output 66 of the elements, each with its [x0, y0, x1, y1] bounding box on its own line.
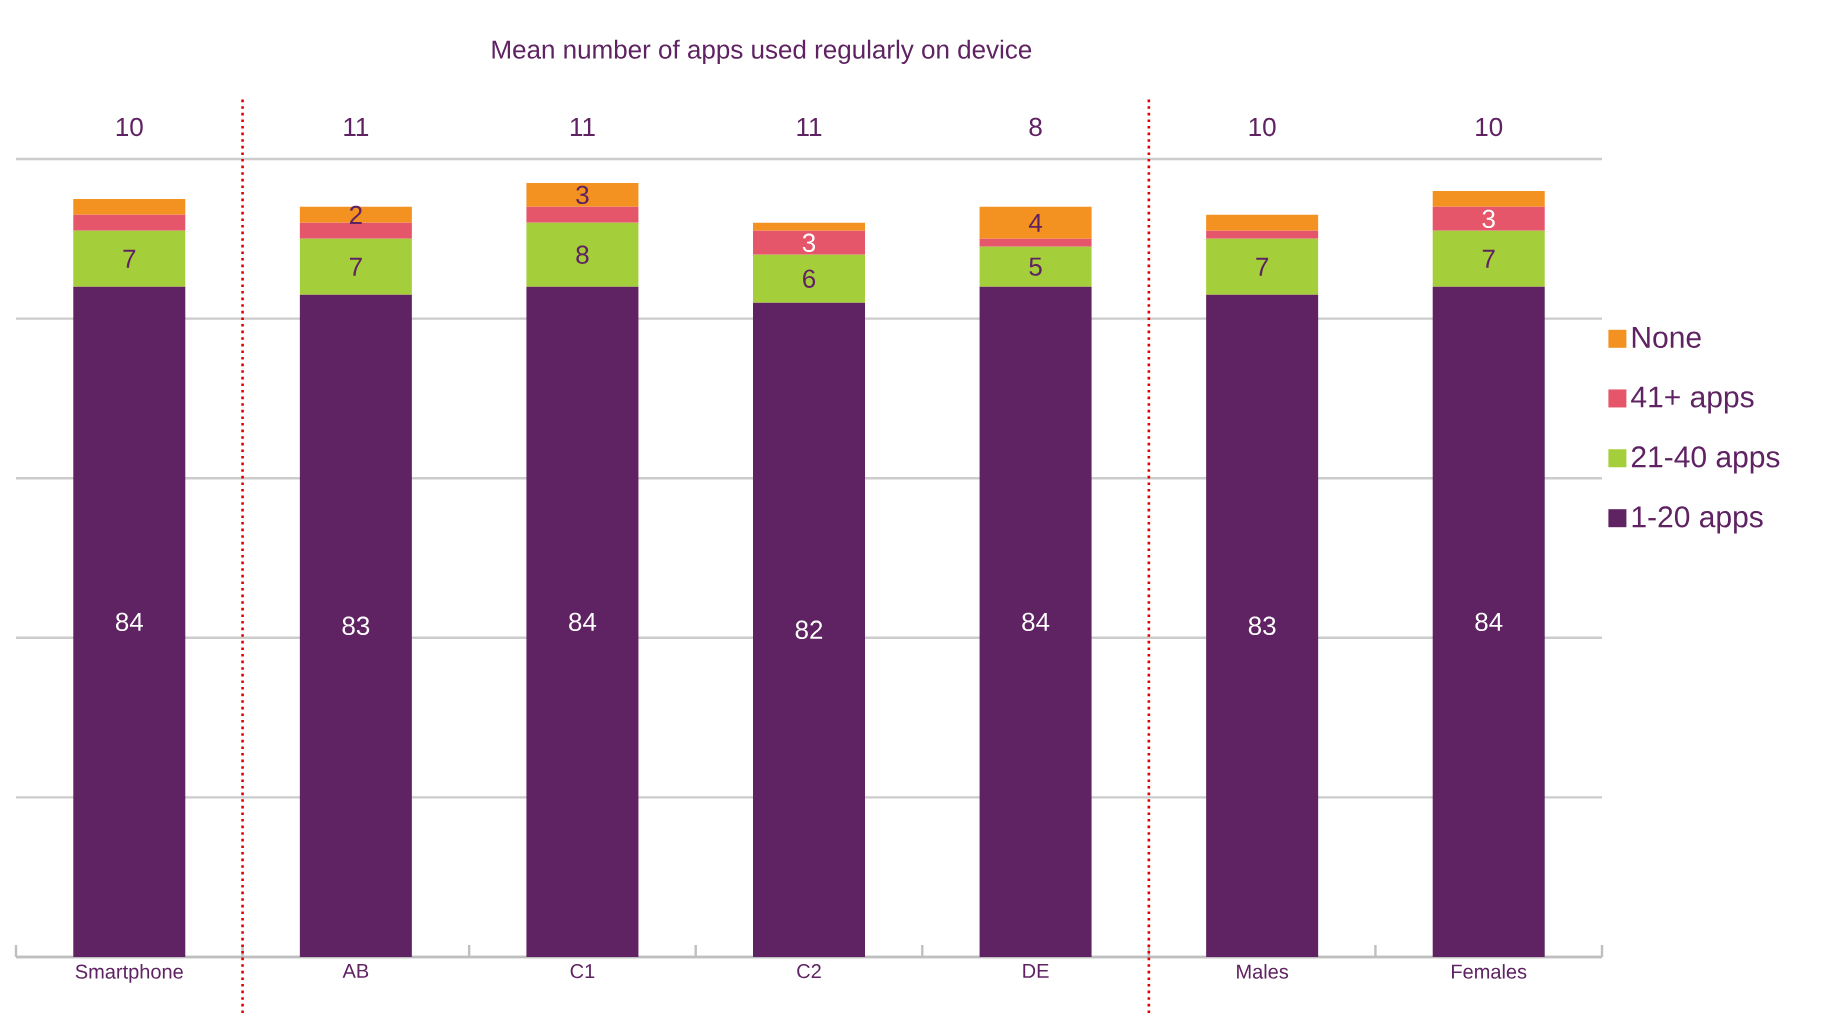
- text: 10: [116, 117, 143, 137]
- data-label: 84: [569, 612, 597, 632]
- data-label: 7: [1482, 249, 1495, 268]
- data-label: 3: [802, 233, 816, 252]
- text: 11: [797, 118, 822, 136]
- text: 10: [1249, 117, 1276, 137]
- data-label: 2: [349, 205, 362, 224]
- data-label: 3: [576, 185, 589, 205]
- text: 10: [1476, 117, 1503, 137]
- text: 8: [1029, 117, 1042, 137]
- data-label: 5: [1029, 257, 1042, 276]
- data-label: 4: [1028, 213, 1043, 232]
- bar: [753, 222, 865, 231]
- legend-label: None: [1632, 326, 1701, 348]
- data-label: 83: [1248, 616, 1276, 636]
- bar: [1432, 230, 1545, 287]
- bar: [1206, 238, 1319, 295]
- bar: [979, 238, 1092, 247]
- bar: [73, 214, 186, 231]
- x-tick-label: AB: [342, 964, 369, 978]
- data-label: 83: [342, 616, 370, 636]
- bar: [526, 182, 639, 207]
- bar: [299, 238, 412, 295]
- text: 11: [344, 118, 369, 136]
- x-tick-label: C1: [570, 964, 595, 979]
- bar: [299, 206, 412, 223]
- bar: [73, 286, 186, 957]
- bar: [753, 254, 865, 303]
- bar: [1432, 206, 1545, 231]
- bar: [299, 294, 412, 957]
- bar: [526, 206, 639, 223]
- data-label: 82: [795, 620, 823, 640]
- bar: [73, 198, 186, 215]
- bar: [753, 302, 865, 957]
- bar: [753, 230, 865, 255]
- bar: [526, 222, 639, 287]
- bar: [526, 286, 639, 957]
- bar: [979, 246, 1092, 287]
- x-tick-label: C2: [797, 964, 821, 979]
- data-label: 84: [115, 612, 143, 632]
- legend-label: 41+ apps: [1631, 386, 1754, 414]
- data-label: 3: [1482, 209, 1495, 229]
- data-label: 7: [349, 257, 362, 276]
- x-tick-label: Females: [1452, 964, 1527, 979]
- x-tick-label: Smartphone: [75, 964, 183, 983]
- x-tick-label: Males: [1237, 964, 1289, 979]
- bar: [979, 286, 1092, 957]
- bar: [299, 222, 412, 239]
- bar: [1206, 214, 1319, 231]
- x-tick-label: DE: [1023, 964, 1049, 978]
- data-label: 7: [123, 249, 136, 268]
- data-label: 8: [576, 245, 589, 264]
- chart-title: Mean number of apps used regularly on device: [492, 39, 1032, 64]
- bar: [1432, 190, 1545, 207]
- text: 11: [570, 118, 595, 136]
- legend-label: 21-40 apps: [1631, 446, 1780, 474]
- bar: [73, 230, 186, 287]
- bar: [1432, 286, 1545, 957]
- data-label: 7: [1256, 257, 1269, 276]
- data-label: 84: [1475, 612, 1503, 632]
- bar: [979, 206, 1092, 239]
- legend-label: 1-20 apps: [1632, 506, 1763, 534]
- bar: [1206, 294, 1319, 957]
- bar: [1206, 230, 1319, 239]
- data-label: 6: [803, 269, 816, 288]
- data-label: 84: [1022, 612, 1050, 632]
